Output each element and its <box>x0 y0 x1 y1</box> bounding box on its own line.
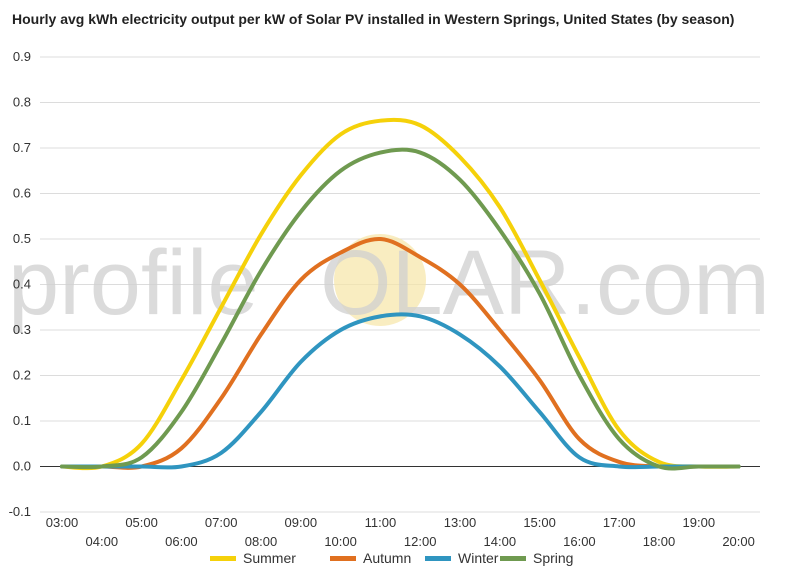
y-tick-label: 0.0 <box>13 459 31 474</box>
legend-label-spring: Spring <box>533 550 573 566</box>
x-tick-label: 03:00 <box>46 515 79 530</box>
watermark-sun <box>334 234 426 326</box>
watermark-logo: profileSOLAR.com <box>8 232 770 334</box>
x-tick-label: 06:00 <box>165 534 198 549</box>
x-tick-label: 14:00 <box>484 534 517 549</box>
series-lines <box>60 117 741 471</box>
legend-label-autumn: Autumn <box>363 550 411 566</box>
x-tick-label: 16:00 <box>563 534 596 549</box>
legend: Summer Autumn Winter Spring <box>210 550 573 566</box>
x-tick-label: 09:00 <box>285 515 318 530</box>
x-tick-label: 17:00 <box>603 515 636 530</box>
x-tick-label: 13:00 <box>444 515 477 530</box>
legend-label-winter: Winter <box>458 550 499 566</box>
legend-swatch-autumn <box>330 556 356 561</box>
x-tick-label: 18:00 <box>643 534 676 549</box>
y-tick-label: 0.2 <box>13 368 31 383</box>
chart-title: Hourly avg kWh electricity output per kW… <box>12 11 735 27</box>
y-tick-label: 0.5 <box>13 231 31 246</box>
x-tick-label: 08:00 <box>245 534 278 549</box>
y-tick-label: 0.9 <box>13 49 31 64</box>
y-tick-label: -0.1 <box>9 504 31 519</box>
x-tick-label: 04:00 <box>86 534 119 549</box>
y-tick-label: 0.7 <box>13 140 31 155</box>
x-tick-label: 11:00 <box>365 515 397 530</box>
series-line-summer <box>60 117 741 471</box>
y-tick-label: 0.6 <box>13 186 31 201</box>
y-axis-ticks: -0.1 0.0 0.1 0.2 0.3 0.4 0.5 0.6 0.7 0.8 0.9 <box>9 49 31 519</box>
y-tick-label: 0.1 <box>13 413 31 428</box>
legend-swatch-summer <box>210 556 236 561</box>
x-tick-label: 15:00 <box>523 515 556 530</box>
series-line-spring <box>60 147 741 471</box>
x-tick-label: 05:00 <box>125 515 158 530</box>
x-tick-label: 20:00 <box>722 534 755 549</box>
x-tick-label: 19:00 <box>683 515 716 530</box>
y-tick-label: 0.3 <box>13 322 31 337</box>
x-axis-ticks: 03:00 04:00 05:00 06:00 07:00 08:00 09:00 10:00… <box>46 515 755 549</box>
series-line-autumn <box>60 236 741 470</box>
legend-swatch-spring <box>500 556 526 561</box>
x-tick-label: 07:00 <box>205 515 238 530</box>
x-tick-label: 10:00 <box>324 534 357 549</box>
watermark-text: profileSOLAR.com <box>8 232 770 334</box>
x-tick-label: 12:00 <box>404 534 437 549</box>
y-tick-label: 0.4 <box>13 277 31 292</box>
y-tick-label: 0.8 <box>13 95 31 110</box>
legend-swatch-winter <box>425 556 451 561</box>
legend-label-summer: Summer <box>243 550 296 566</box>
series-line-winter <box>60 312 741 470</box>
